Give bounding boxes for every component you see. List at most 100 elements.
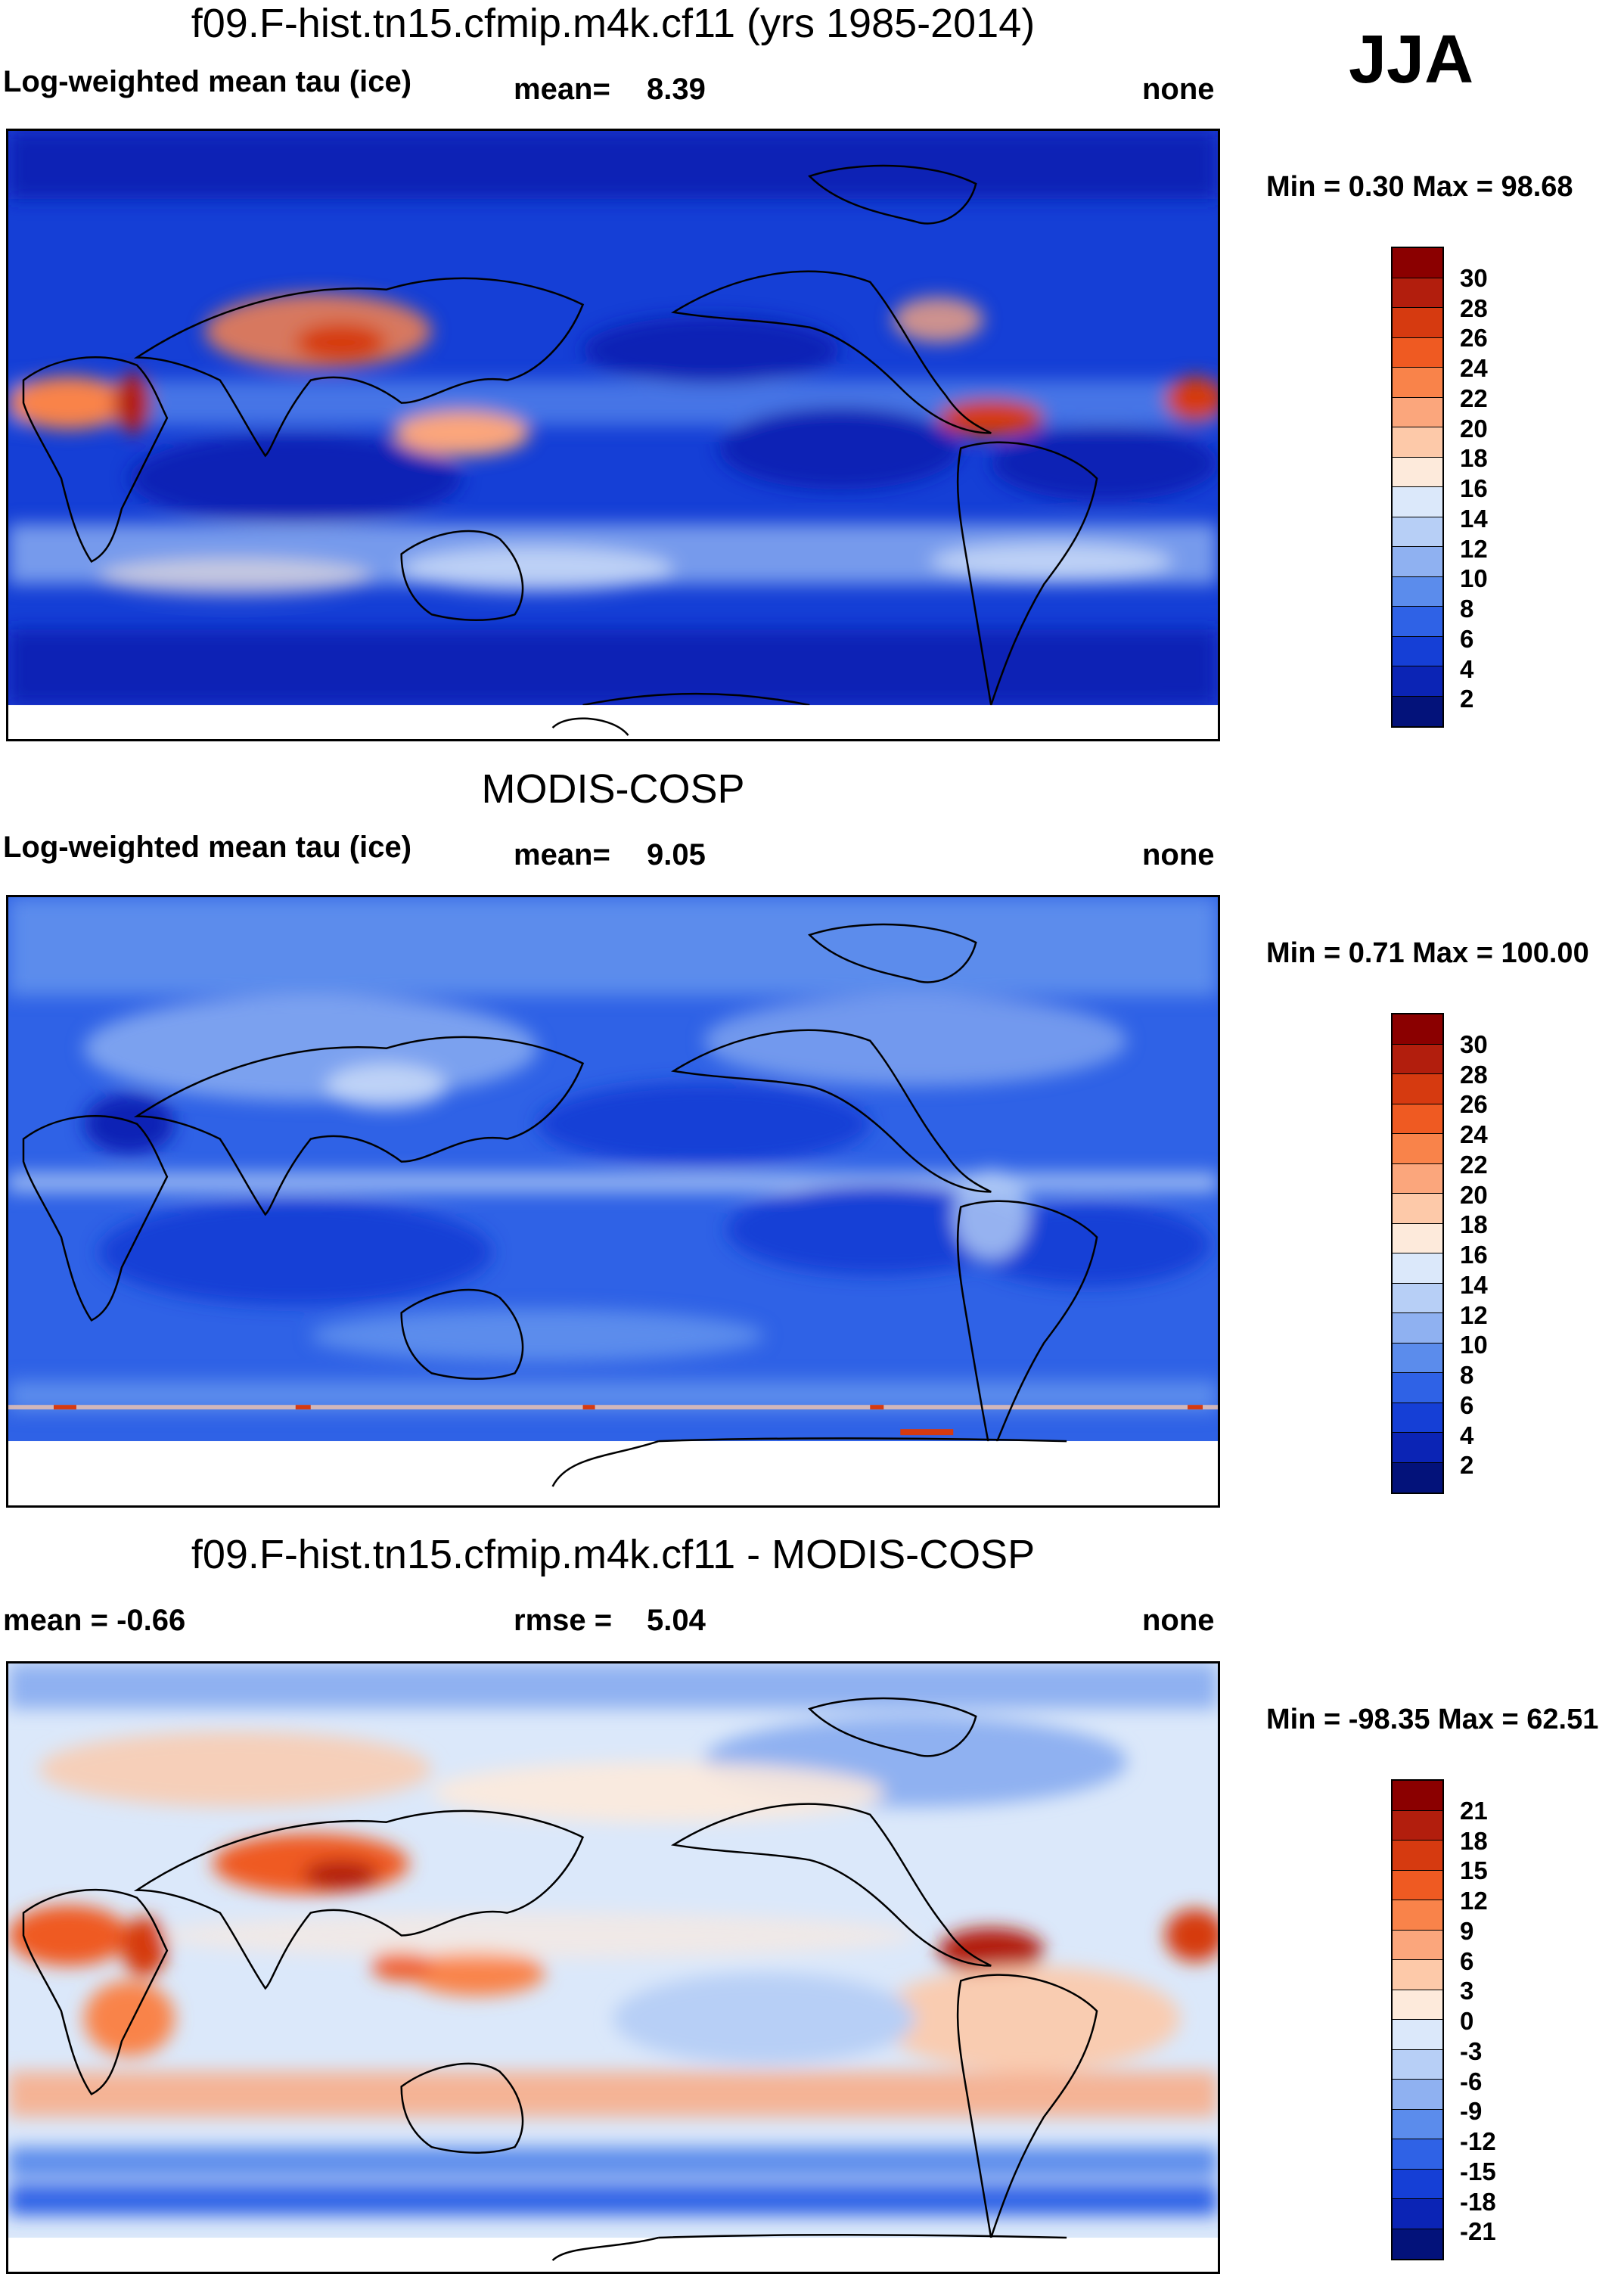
panel-2-colorbar [1391, 1013, 1444, 1494]
colorbar-cell [1393, 1283, 1442, 1313]
colorbar-cell [1393, 1194, 1442, 1224]
panel-1-min-max: Min = 0.30 Max = 98.68 [1266, 171, 1573, 203]
colorbar-tick-label: 8 [1460, 595, 1474, 623]
colorbar-tick-label: 10 [1460, 1331, 1488, 1359]
panel-3-map [6, 1661, 1220, 2274]
colorbar-cell [1393, 1014, 1442, 1045]
colorbar-tick-label: 26 [1460, 1090, 1488, 1118]
colorbar-tick-label: -21 [1460, 2217, 1496, 2245]
colorbar-tick-label: 21 [1460, 1797, 1488, 1825]
panel-2-min-max: Min = 0.71 Max = 100.00 [1266, 937, 1589, 969]
colorbar-tick-label: 8 [1460, 1361, 1474, 1389]
panel-1-variable-label: Log-weighted mean tau (ice) [3, 65, 412, 98]
colorbar-tick-label: 9 [1460, 1917, 1474, 1945]
colorbar-tick-label: 12 [1460, 1301, 1488, 1329]
colorbar-cell [1393, 576, 1442, 607]
colorbar-cell [1393, 1841, 1442, 1871]
colorbar-cell [1393, 607, 1442, 637]
colorbar-cell [1393, 1373, 1442, 1403]
colorbar-cell [1393, 1403, 1442, 1433]
colorbar-tick-label: 20 [1460, 1181, 1488, 1209]
colorbar-tick-label: 28 [1460, 294, 1488, 322]
colorbar-tick-label: 2 [1460, 1451, 1474, 1479]
colorbar-cell [1393, 1343, 1442, 1373]
colorbar-cell [1393, 368, 1442, 398]
colorbar-cell [1393, 2199, 1442, 2229]
colorbar-tick-label: 4 [1460, 655, 1474, 683]
colorbar-cell [1393, 1253, 1442, 1284]
colorbar-tick-label: 2 [1460, 685, 1474, 713]
panel-3-stat-value: 5.04 [647, 1604, 706, 1637]
colorbar-cell [1393, 1462, 1442, 1493]
colorbar-cell [1393, 1313, 1442, 1344]
colorbar-tick-label: -15 [1460, 2157, 1496, 2185]
colorbar-tick-label: 18 [1460, 444, 1488, 472]
panel-1-colorbar [1391, 247, 1444, 728]
colorbar-tick-label: 30 [1460, 1030, 1488, 1058]
panel-3-title: f09.F-hist.tn15.cfmip.m4k.cf11 - MODIS-C… [191, 1532, 1036, 1577]
colorbar-cell [1393, 337, 1442, 368]
colorbar-tick-label: 22 [1460, 1151, 1488, 1179]
colorbar-cell [1393, 2020, 1442, 2050]
panel-1-title: f09.F-hist.tn15.cfmip.m4k.cf11 (yrs 1985… [191, 1, 1036, 46]
panel-3-stat-label: rmse = [514, 1604, 613, 1637]
colorbar-cell [1393, 1870, 1442, 1900]
colorbar-cell [1393, 308, 1442, 338]
panel-1-map [6, 129, 1220, 741]
colorbar-cell [1393, 2049, 1442, 2080]
panel-2-variable-label: Log-weighted mean tau (ice) [3, 831, 412, 864]
panel-2-title: MODIS-COSP [481, 766, 745, 812]
colorbar-cell [1393, 278, 1442, 308]
colorbar-cell [1393, 2169, 1442, 2199]
colorbar-tick-label: 24 [1460, 354, 1488, 382]
season-label: JJA [1349, 22, 1474, 98]
colorbar-tick-label: 28 [1460, 1061, 1488, 1089]
colorbar-tick-label: 4 [1460, 1421, 1474, 1449]
colorbar-cell [1393, 1433, 1442, 1463]
colorbar-cell [1393, 1900, 1442, 1931]
panel-1-stat-label: mean= [514, 73, 610, 106]
colorbar-tick-label: 16 [1460, 1241, 1488, 1269]
colorbar-cell [1393, 1163, 1442, 1194]
colorbar-tick-label: 0 [1460, 2007, 1474, 2035]
colorbar-tick-label: 30 [1460, 264, 1488, 292]
colorbar-tick-label: -3 [1460, 2037, 1483, 2065]
panel-3-mean-label: mean = -0.66 [3, 1604, 186, 1637]
colorbar-tick-label: 10 [1460, 564, 1488, 592]
colorbar-tick-label: -9 [1460, 2097, 1483, 2125]
colorbar-cell [1393, 1044, 1442, 1074]
colorbar-tick-label: 14 [1460, 505, 1488, 533]
colorbar-cell [1393, 1960, 1442, 1990]
panel-2-stat-label: mean= [514, 838, 610, 871]
colorbar-tick-label: 20 [1460, 415, 1488, 443]
colorbar-cell [1393, 1223, 1442, 1253]
colorbar-cell [1393, 1134, 1442, 1164]
colorbar-cell [1393, 517, 1442, 547]
colorbar-tick-label: 6 [1460, 625, 1474, 653]
colorbar-cell [1393, 457, 1442, 487]
colorbar-tick-label: 6 [1460, 1947, 1474, 1975]
colorbar-cell [1393, 248, 1442, 278]
colorbar-cell [1393, 547, 1442, 577]
colorbar-tick-label: 3 [1460, 1977, 1474, 2005]
colorbar-cell [1393, 2080, 1442, 2110]
panel-1-stat-value: 8.39 [647, 73, 706, 106]
colorbar-cell [1393, 1810, 1442, 1841]
colorbar-cell [1393, 2229, 1442, 2259]
colorbar-tick-label: -18 [1460, 2188, 1496, 2216]
colorbar-cell [1393, 1990, 1442, 2020]
colorbar-cell [1393, 1781, 1442, 1811]
colorbar-cell [1393, 2139, 1442, 2170]
colorbar-cell [1393, 1104, 1442, 1134]
colorbar-cell [1393, 696, 1442, 726]
colorbar-cell [1393, 427, 1442, 458]
colorbar-cell [1393, 1930, 1442, 1960]
panel-2-map [6, 895, 1220, 1508]
colorbar-tick-label: 22 [1460, 384, 1488, 412]
colorbar-cell [1393, 666, 1442, 697]
colorbar-tick-label: -6 [1460, 2067, 1483, 2095]
colorbar-cell [1393, 1074, 1442, 1104]
panel-1-units-label: none [1142, 73, 1215, 106]
colorbar-tick-label: 18 [1460, 1210, 1488, 1238]
colorbar-tick-label: 6 [1460, 1391, 1474, 1419]
